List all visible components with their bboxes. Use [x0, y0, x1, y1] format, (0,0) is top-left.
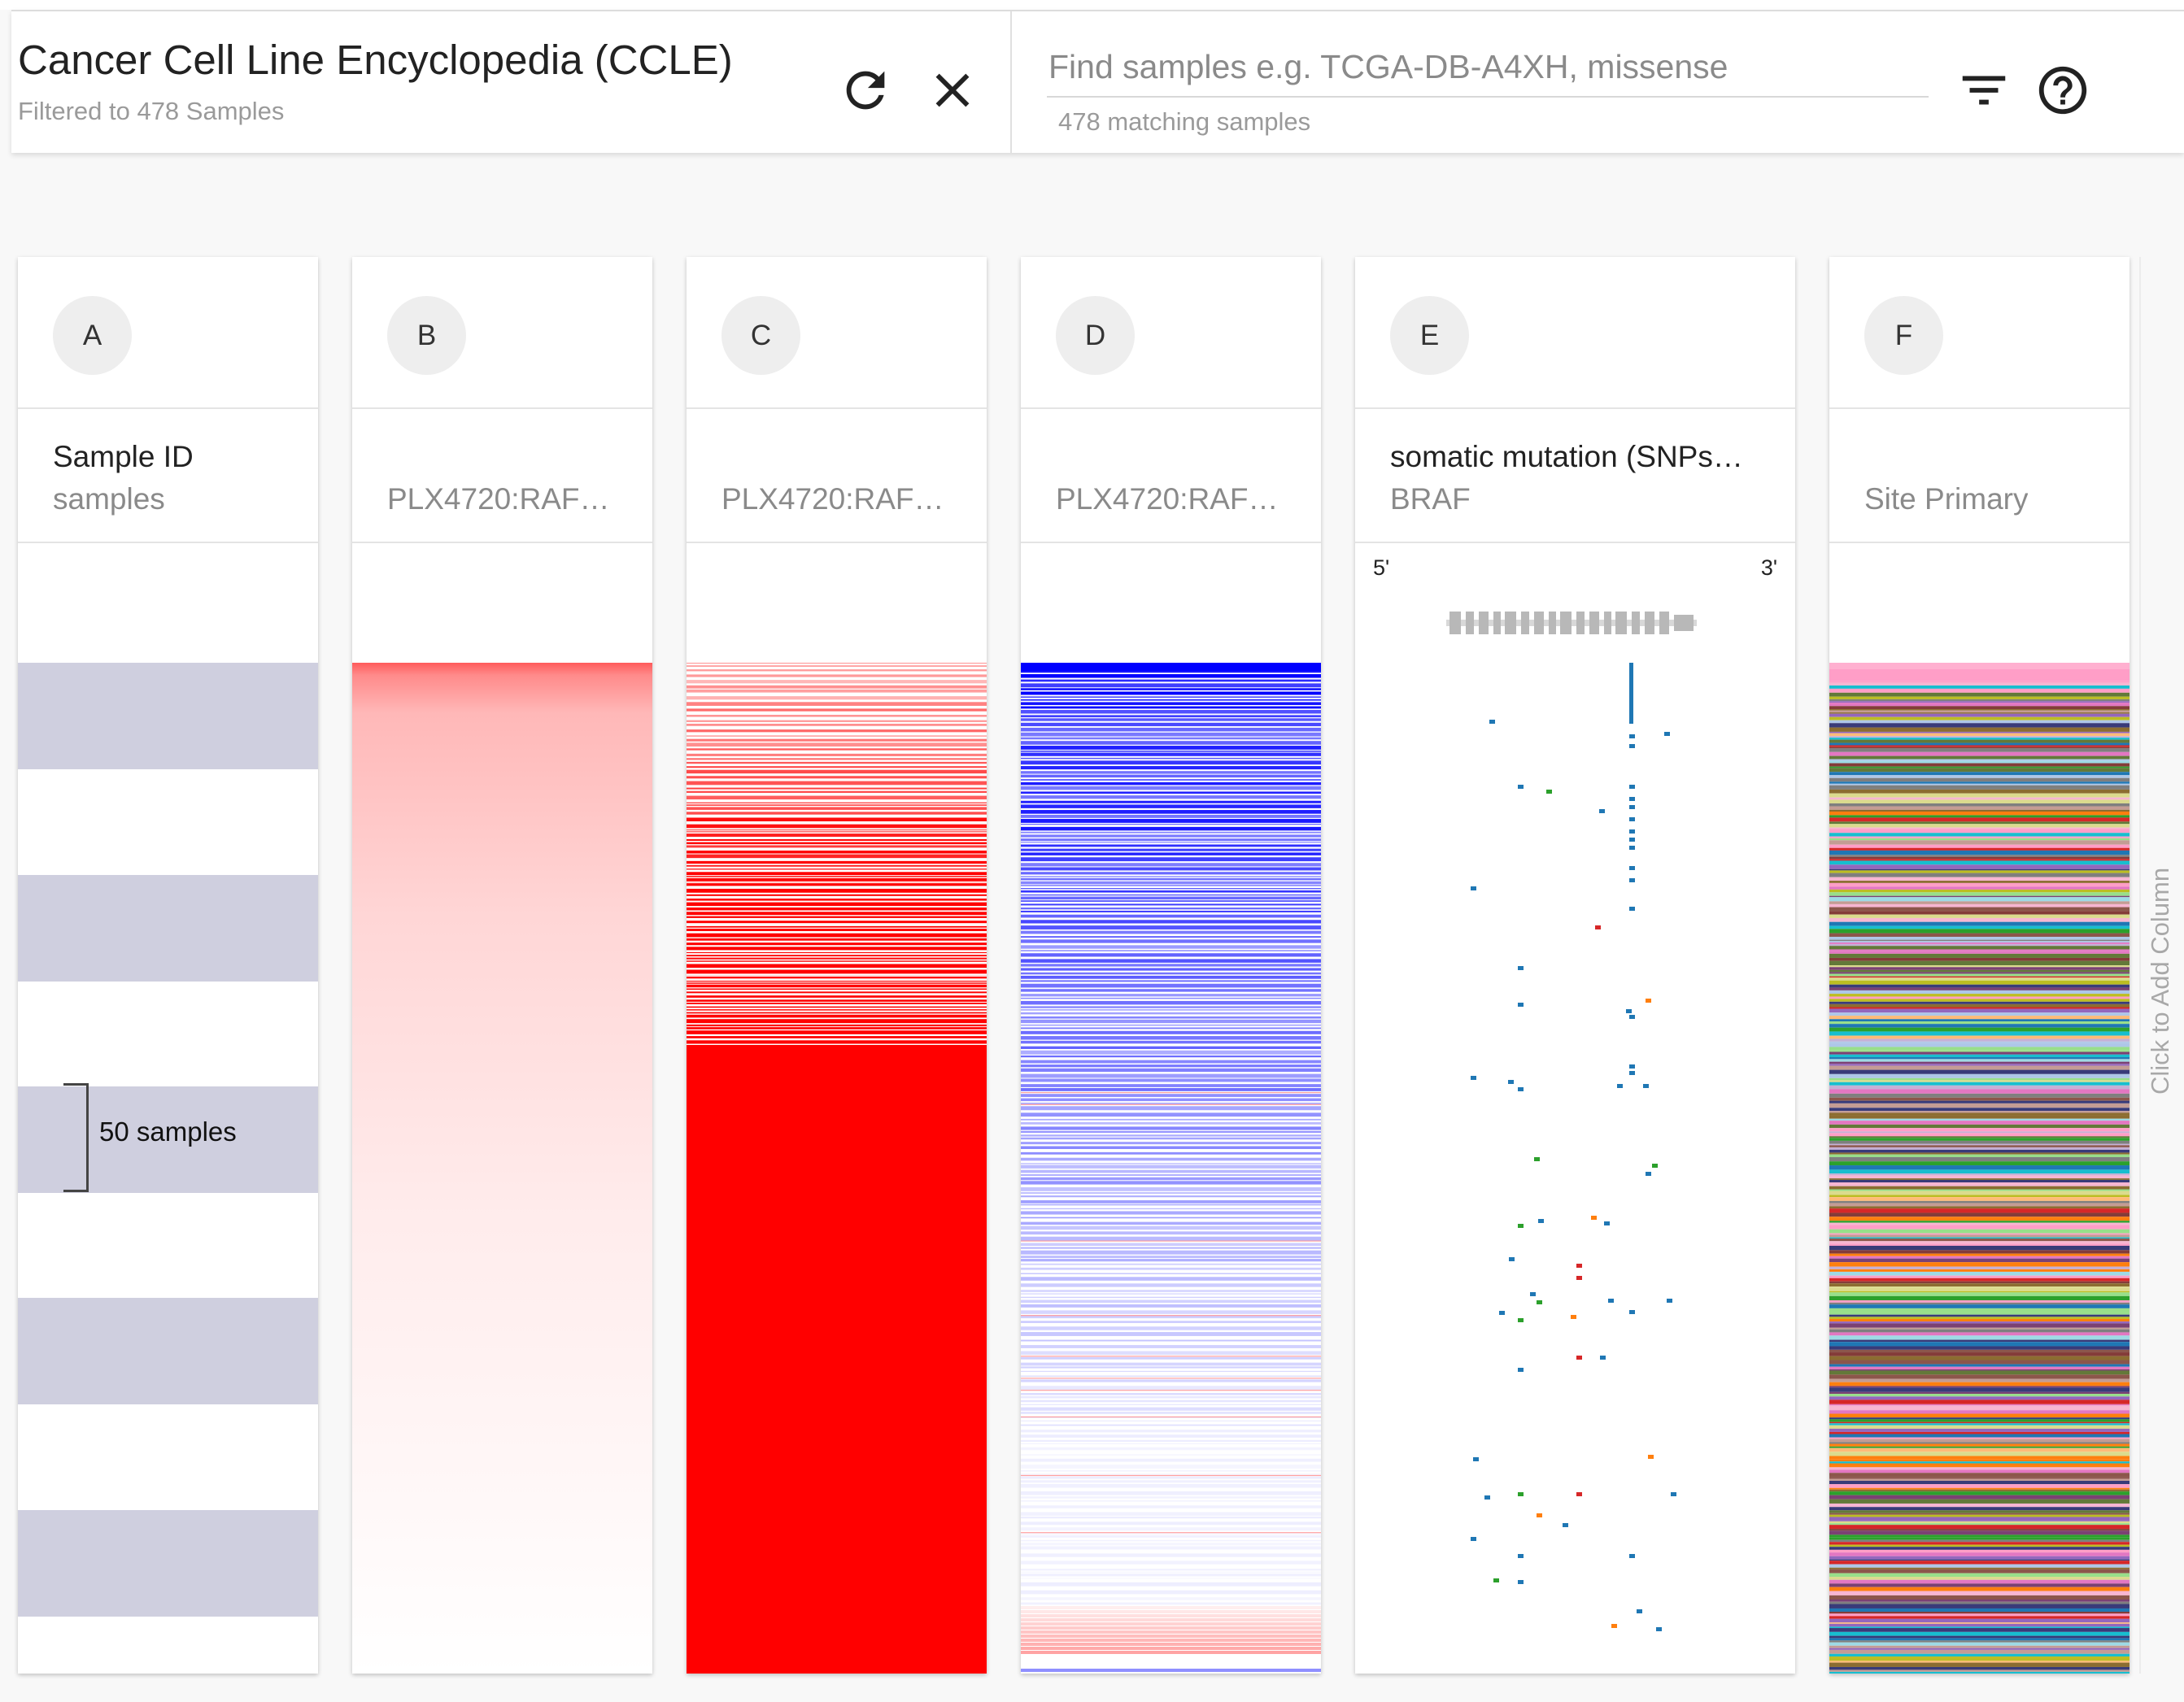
- three-prime-label: 3': [1760, 555, 1777, 580]
- column-letter-badge[interactable]: C: [721, 296, 800, 375]
- column-header: D: [1021, 257, 1321, 409]
- column-title-area[interactable]: PLX4720:RAF…: [1021, 409, 1321, 543]
- column-title-area[interactable]: PLX4720:RAF…: [352, 409, 652, 543]
- column-subtitle: samples: [53, 482, 165, 516]
- column-b[interactable]: B PLX4720:RAF…: [352, 257, 652, 1674]
- sample-band: [18, 875, 318, 982]
- column-header: F: [1829, 257, 2130, 409]
- braf-exon-model[interactable]: [1446, 610, 1697, 636]
- column-subtitle: PLX4720:RAF…: [721, 482, 944, 516]
- refresh-icon[interactable]: [837, 62, 894, 119]
- column-subtitle: BRAF: [1390, 482, 1471, 516]
- column-letter-badge[interactable]: A: [53, 296, 132, 375]
- column-c[interactable]: C PLX4720:RAF…: [687, 257, 987, 1674]
- add-column-label: Click to Add Column: [2146, 867, 2174, 1095]
- filter-icon[interactable]: [1955, 62, 2012, 119]
- sample-search: 478 matching samples: [1047, 11, 1942, 153]
- column-f[interactable]: F Site Primary: [1829, 257, 2130, 1674]
- five-prime-label: 5': [1373, 555, 1390, 580]
- app-header: Cancer Cell Line Encyclopedia (CCLE) Fil…: [11, 10, 2184, 153]
- column-title: somatic mutation (SNPs…: [1390, 440, 1743, 473]
- cohort-title[interactable]: Cancer Cell Line Encyclopedia (CCLE): [18, 37, 733, 83]
- heatmap-body[interactable]: [1829, 543, 2130, 1674]
- column-title: Sample ID: [53, 440, 194, 473]
- sample-band: [18, 663, 318, 769]
- column-letter-badge[interactable]: B: [387, 296, 466, 375]
- column-title-area[interactable]: Sample ID samples: [18, 409, 318, 543]
- column-header: B: [352, 257, 652, 409]
- column-title-area[interactable]: somatic mutation (SNPs… BRAF: [1355, 409, 1795, 543]
- column-header: C: [687, 257, 987, 409]
- cohort-filter-summary: Filtered to 478 Samples: [18, 97, 285, 125]
- column-e[interactable]: E somatic mutation (SNPs… BRAF 5' 3': [1355, 257, 1795, 1674]
- close-icon[interactable]: [924, 62, 981, 119]
- column-subtitle: Site Primary: [1864, 482, 2029, 516]
- sample-band: [18, 1510, 318, 1617]
- site-primary-heatmap: [1829, 663, 2130, 1674]
- column-subtitle: PLX4720:RAF…: [387, 482, 610, 516]
- sample-band: [18, 1298, 318, 1404]
- add-column-button[interactable]: Click to Add Column: [2139, 257, 2184, 1674]
- matching-count: 478 matching samples: [1058, 107, 1311, 136]
- column-header: E: [1355, 257, 1795, 409]
- column-d[interactable]: D PLX4720:RAF…: [1021, 257, 1321, 1674]
- red-gradient-heatmap: [352, 663, 652, 1674]
- mutation-scatter: [1355, 663, 1795, 1674]
- column-subtitle: PLX4720:RAF…: [1056, 482, 1279, 516]
- column-a[interactable]: A Sample ID samples: [18, 257, 318, 1674]
- column-letter-badge[interactable]: E: [1390, 296, 1469, 375]
- heatmap-body[interactable]: [1021, 543, 1321, 1674]
- heatmap-body[interactable]: [687, 543, 987, 1674]
- sample-band: [18, 1086, 318, 1193]
- samples-count-label: 50 samples: [99, 1117, 237, 1147]
- zoom-bracket[interactable]: [63, 1083, 89, 1192]
- cohort-panel: Cancer Cell Line Encyclopedia (CCLE) Fil…: [11, 11, 1012, 153]
- column-title-area[interactable]: Site Primary: [1829, 409, 2130, 543]
- sample-id-body[interactable]: [18, 543, 318, 1674]
- heatmap-body[interactable]: [352, 543, 652, 1674]
- help-icon[interactable]: [2034, 62, 2091, 119]
- red-lines-heatmap: [687, 663, 987, 1674]
- search-input[interactable]: [1047, 37, 1929, 98]
- window-top-edge: [0, 0, 2184, 10]
- column-title-area[interactable]: PLX4720:RAF…: [687, 409, 987, 543]
- mutation-plot-body[interactable]: 5' 3': [1355, 543, 1795, 1674]
- column-letter-badge[interactable]: D: [1056, 296, 1135, 375]
- column-letter-badge[interactable]: F: [1864, 296, 1943, 375]
- blue-lines-heatmap: [1021, 663, 1321, 1674]
- column-header: A: [18, 257, 318, 409]
